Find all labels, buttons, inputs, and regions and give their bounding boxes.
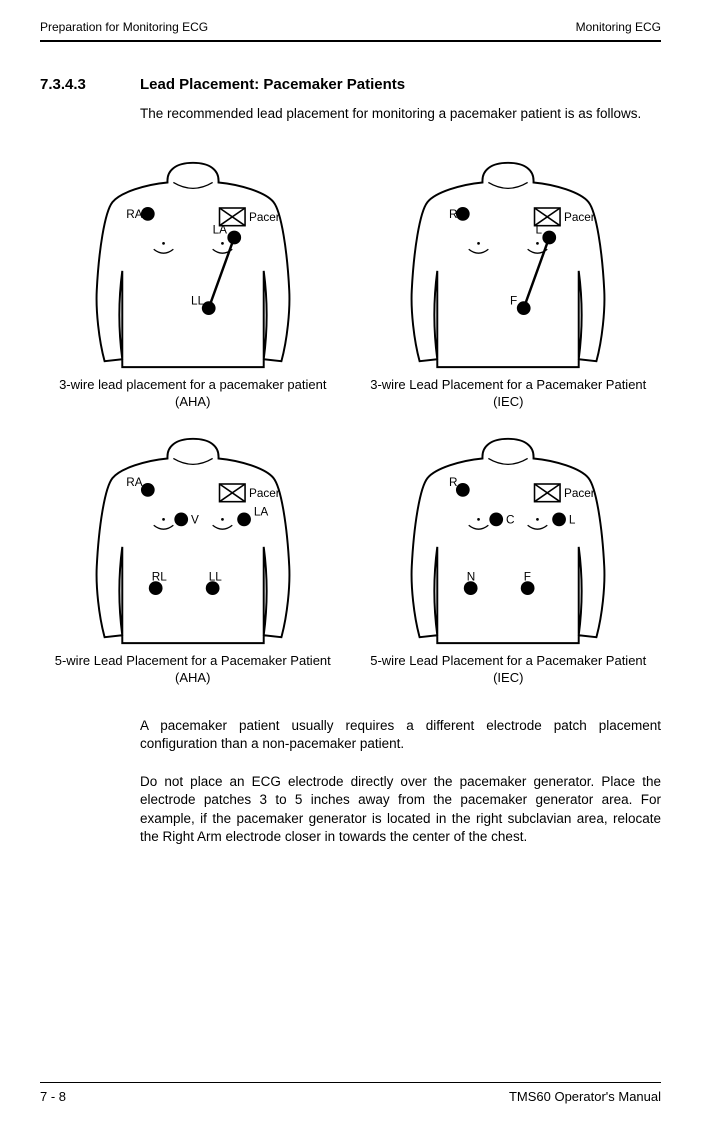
paragraph-2: Do not place an ECG electrode directly o…	[140, 773, 661, 846]
paragraph-1: A pacemaker patient usually requires a d…	[140, 717, 661, 753]
electrode-n	[464, 581, 478, 595]
pacer-icon: Pacer	[535, 208, 595, 226]
electrode-label-rl: RL	[152, 570, 167, 583]
svg-text:Pacer: Pacer	[249, 211, 280, 224]
figure-cell: Pacer RA LA LL 3-wire lead placement for a…	[40, 153, 346, 411]
electrode-r	[456, 207, 470, 221]
svg-text:Pacer: Pacer	[564, 487, 595, 500]
figure-grid: Pacer RALALL 3-wire lead placement for a…	[40, 153, 661, 687]
header-left: Preparation for Monitoring ECG	[40, 20, 208, 34]
electrode-label-l: L	[569, 513, 576, 526]
header-rule	[40, 40, 661, 42]
electrode-label-r: R	[449, 208, 458, 221]
electrode-r	[456, 483, 470, 497]
electrode-label-v: V	[191, 513, 199, 526]
electrode-label-la: LA	[254, 505, 269, 518]
electrode-label-ra: RA	[126, 476, 142, 489]
torso-diagram: Pacer R C L N F	[383, 429, 633, 649]
electrode-la	[237, 512, 251, 526]
electrode-la	[227, 231, 241, 245]
electrode-ll	[206, 581, 220, 595]
electrode-v	[174, 512, 188, 526]
electrode-l	[552, 512, 566, 526]
electrode-label-ra: RA	[126, 208, 142, 221]
figure-cell: Pacer RA V LA RL LL 5-wire Lead Placement fo…	[40, 429, 346, 687]
pacer-icon: Pacer	[219, 484, 279, 502]
footer-manual-title: TMS60 Operator's Manual	[509, 1089, 661, 1104]
electrode-l	[543, 231, 557, 245]
electrode-label-r: R	[449, 476, 458, 489]
footer-page-number: 7 - 8	[40, 1089, 66, 1104]
svg-text:Pacer: Pacer	[249, 487, 280, 500]
figure-cell: Pacer R C L N F 5-wire Lead Placement for a …	[356, 429, 662, 687]
torso-diagram: Pacer RA V LA RL LL	[68, 429, 318, 649]
pacer-icon: Pacer	[535, 484, 595, 502]
figure-caption: 3-wire lead placement for a pacemaker pa…	[40, 377, 346, 411]
torso-diagram: Pacer RA LA LL	[68, 153, 318, 373]
figure-caption: 3-wire Lead Placement for a Pacemaker Pa…	[356, 377, 662, 411]
header-right: Monitoring ECG	[576, 20, 661, 34]
electrode-label-n: N	[467, 570, 476, 583]
electrode-ra	[141, 483, 155, 497]
electrode-f	[517, 302, 531, 316]
electrode-rl	[149, 581, 163, 595]
section-number: 7.3.4.3	[40, 76, 140, 93]
electrode-label-f: F	[524, 570, 531, 583]
electrode-label-ll: LL	[191, 294, 205, 307]
electrode-label-l: L	[536, 224, 543, 237]
electrode-c	[490, 512, 504, 526]
torso-diagram: Pacer R L F	[383, 153, 633, 373]
figure-cell: Pacer R L F 3-wire Lead Placement for a Pa…	[356, 153, 662, 411]
figure-caption: 5-wire Lead Placement for a Pacemaker Pa…	[356, 653, 662, 687]
section-title: Lead Placement: Pacemaker Patients	[140, 76, 405, 93]
electrode-label-ll: LL	[208, 570, 222, 583]
pacer-icon: Pacer	[219, 208, 279, 226]
figure-caption: 5-wire Lead Placement for a Pacemaker Pa…	[40, 653, 346, 687]
electrode-label-f: F	[510, 294, 517, 307]
intro-paragraph: The recommended lead placement for monit…	[140, 105, 661, 123]
electrode-label-c: C	[506, 513, 515, 526]
electrode-ra	[141, 207, 155, 221]
electrode-label-la: LA	[212, 224, 227, 237]
electrode-f	[521, 581, 535, 595]
svg-text:Pacer: Pacer	[564, 211, 595, 224]
